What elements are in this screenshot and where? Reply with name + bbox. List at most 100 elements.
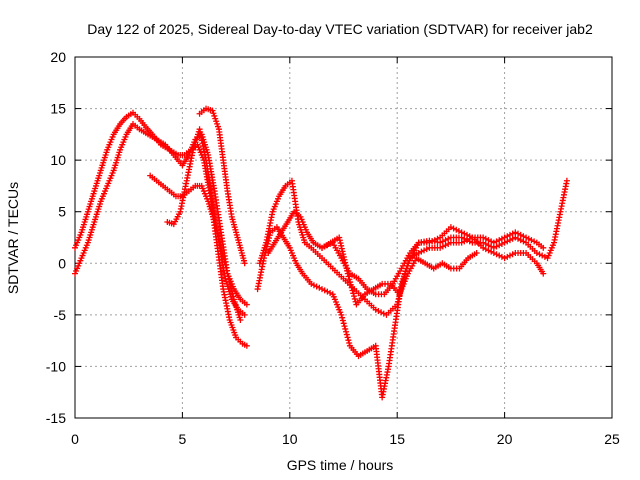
data-point [264,240,271,247]
x-tick-labels: 0 5 10 15 20 25 [71,431,620,447]
data-point [501,255,508,262]
data-point [490,239,497,246]
series-track-3 [147,172,250,308]
data-point [523,234,530,241]
data-point [533,249,540,256]
data-point [429,238,436,245]
data-point [342,325,349,332]
data-point [458,234,465,241]
data-point [488,248,495,255]
data-point [237,317,244,324]
data-point [528,237,535,244]
data-point [445,235,452,242]
x-axis-label: GPS time / hours [287,457,394,473]
data-point [442,237,449,244]
data-point [243,342,250,349]
data-point [464,231,471,238]
data-point [442,242,449,249]
data-point [308,280,315,287]
data-point [536,251,543,258]
x-tick-label: 25 [604,431,620,447]
data-point [458,239,465,246]
data-point [345,273,352,280]
data-point [455,228,462,235]
series-track-4 [164,126,248,318]
data-point [347,281,354,288]
data-point [319,286,326,293]
data-point [504,238,511,245]
data-point [324,288,331,295]
data-point [493,238,500,245]
series-track-5 [196,105,248,267]
data-point [445,240,452,247]
data-point [485,242,492,249]
x-tick-label: 5 [179,431,187,447]
data-point [423,246,430,253]
data-point [461,238,468,245]
x-tick-label: 20 [497,431,513,447]
data-point [344,334,351,341]
data-point [340,253,347,260]
data-point [541,253,548,260]
data-point [346,339,353,346]
data-point [316,284,323,291]
chart-title: Day 122 of 2025, Sidereal Day-to-day VTE… [87,21,593,37]
data-point [263,243,270,250]
data-point [415,249,422,256]
y-tick-label: -5 [54,307,67,323]
data-point [348,284,355,291]
data-point [531,238,538,245]
data-point [210,110,217,117]
data-point [490,249,497,256]
data-point [212,115,219,122]
data-point [336,237,343,244]
data-point [243,301,250,308]
data-point [213,118,220,125]
data-point [327,289,334,296]
data-point [506,252,513,259]
data-point [340,251,347,258]
data-point [493,243,500,250]
data-point [351,295,358,302]
data-point [515,235,522,242]
data-point [509,251,516,258]
data-point [343,331,350,338]
plot-frame [74,56,613,419]
series-track-9 [319,234,480,308]
data-point [461,230,468,237]
data-point [426,239,433,246]
data-point [341,323,348,330]
data-point [421,247,428,254]
data-point [482,246,489,253]
y-tick-label: 5 [58,204,66,220]
data-point [539,252,546,259]
data-point [480,234,487,241]
data-point [498,253,505,260]
data-point [458,229,465,236]
data-point [512,229,519,236]
data-point [339,314,346,321]
data-point [337,240,344,247]
data-point [504,253,511,260]
y-tick-label: -10 [46,358,66,374]
data-point [485,247,492,254]
data-point [540,244,547,251]
data-point [498,235,505,242]
data-point [338,242,345,249]
data-point [263,246,270,253]
data-point [343,265,350,272]
data-point [349,287,356,294]
data-point [466,233,473,240]
data-point [339,248,346,255]
data-point [453,226,460,233]
data-point [339,317,346,324]
data-point [509,230,516,237]
data-point [439,243,446,250]
data-point [482,240,489,247]
data-point [209,107,216,114]
data-point [485,237,492,244]
data-point [211,112,218,119]
data-point [266,235,273,242]
data-point [340,320,347,327]
data-point [378,309,385,316]
